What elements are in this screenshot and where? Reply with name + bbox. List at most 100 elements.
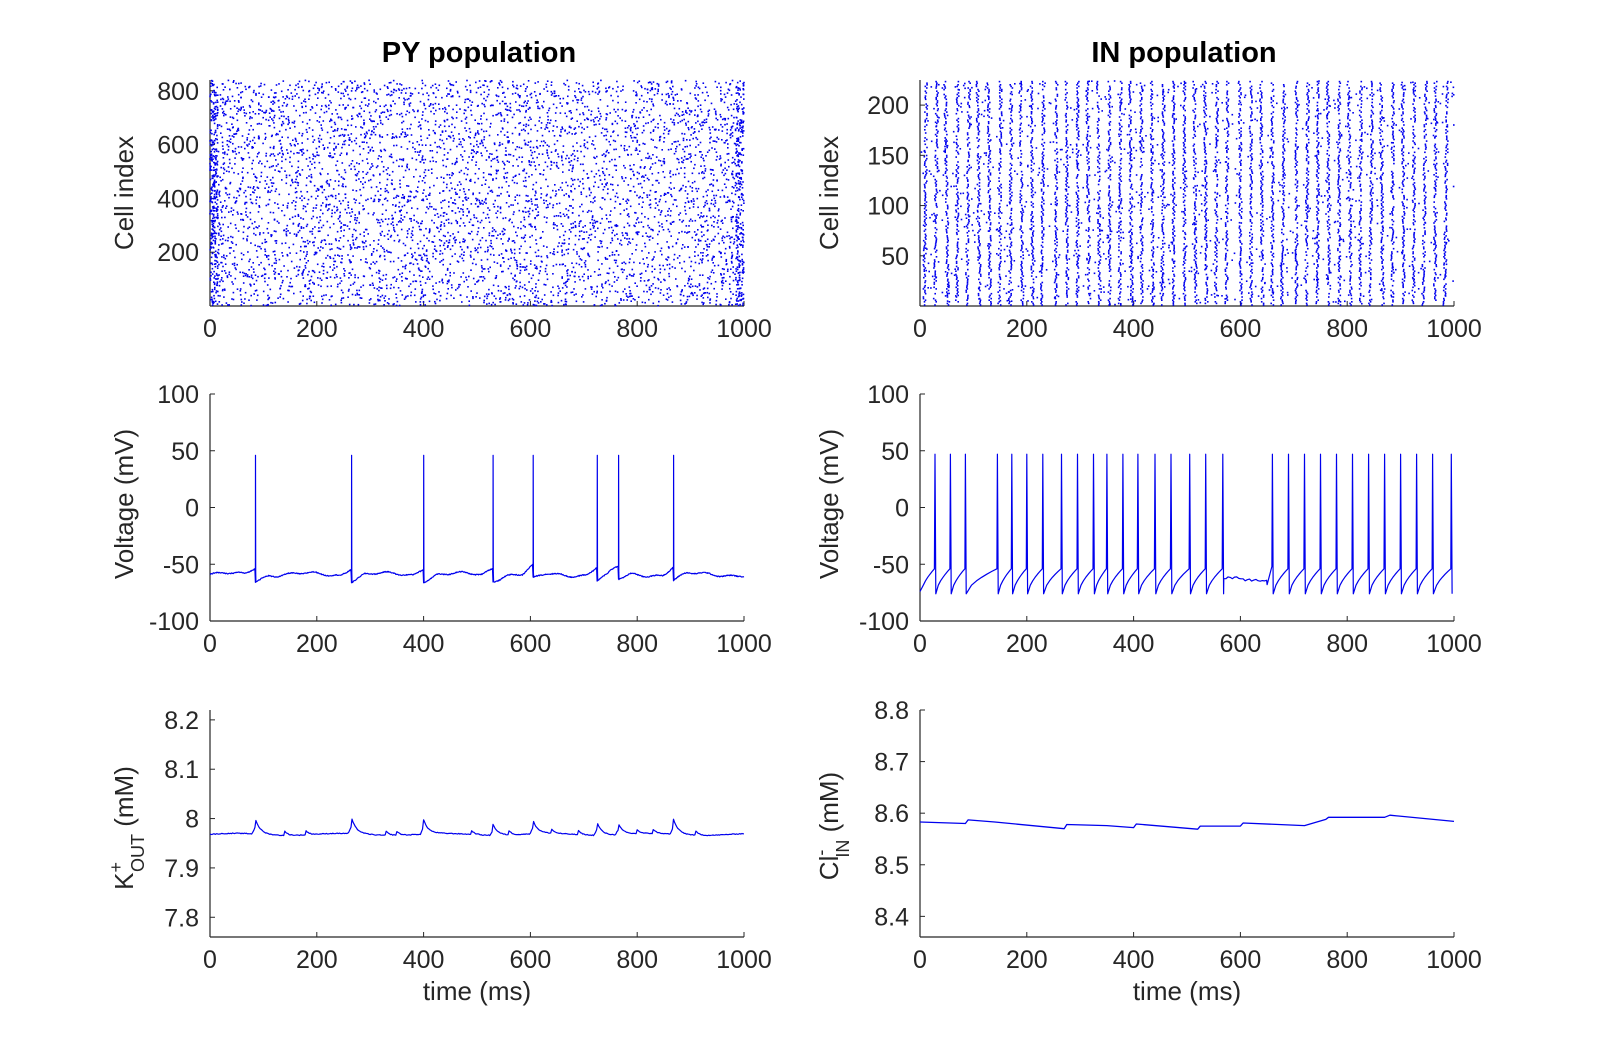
py-spike-point xyxy=(681,247,683,250)
py-spike-point xyxy=(260,275,263,277)
py-spike-point xyxy=(529,263,532,265)
py-spike-point xyxy=(724,167,726,170)
py-spike-point xyxy=(709,141,711,144)
py-spike-point xyxy=(642,258,644,260)
py-spike-point xyxy=(594,91,597,94)
py-spike-point xyxy=(518,95,520,97)
py-spike-point xyxy=(622,234,624,237)
py-spike-point xyxy=(226,100,229,102)
py-spike-point xyxy=(522,124,525,126)
py-spike-point xyxy=(677,158,680,161)
py-spike-point xyxy=(363,123,365,126)
py-spike-point xyxy=(506,294,509,296)
py-spike-point xyxy=(257,275,259,278)
py-spike-point xyxy=(433,208,435,210)
py-spike-point xyxy=(372,150,375,152)
py-spike-point xyxy=(608,87,610,89)
py-spike-point xyxy=(316,263,319,266)
py-spike-point xyxy=(525,211,527,213)
py-spike-point xyxy=(257,187,260,189)
py-spike-point xyxy=(454,162,457,164)
py-spike-point xyxy=(527,100,529,102)
py-spike-point xyxy=(289,143,292,145)
py-spike-point xyxy=(339,248,342,250)
py-spike-point xyxy=(663,192,666,195)
py-spike-point xyxy=(724,172,727,175)
py-spike-point xyxy=(638,203,640,205)
py-spike-point xyxy=(522,169,524,172)
py-spike-point xyxy=(723,174,725,177)
py-spike-point xyxy=(526,102,528,104)
py-spike-point xyxy=(272,211,275,214)
py-spike-point xyxy=(562,97,565,100)
py-spike-point xyxy=(697,254,699,257)
py-spike-point xyxy=(224,200,226,202)
py-spike-point xyxy=(475,217,478,219)
py-spike-point xyxy=(625,277,628,280)
py-spike-point xyxy=(690,134,692,136)
py-spike-point xyxy=(579,278,581,281)
py-spike-point xyxy=(579,163,582,166)
py-spike-point xyxy=(553,215,556,218)
py-spike-point xyxy=(483,130,485,133)
py-spike-point xyxy=(470,250,472,253)
py-spike-point xyxy=(218,284,221,287)
py-spike-point xyxy=(234,150,236,153)
py-spike-point xyxy=(545,126,548,128)
py-spike-point xyxy=(601,285,603,287)
py-spike-point xyxy=(657,277,659,280)
py-spike-point xyxy=(732,227,734,230)
py-spike-point xyxy=(550,90,553,93)
py-spike-point xyxy=(572,207,574,209)
py-spike-point xyxy=(411,234,414,236)
py-spike-point xyxy=(703,248,705,250)
py-spike-point xyxy=(375,92,378,94)
py-spike-point xyxy=(524,142,527,145)
py-spike-point xyxy=(570,231,572,233)
py-spike-point xyxy=(356,293,359,296)
py-spike-point xyxy=(535,145,538,148)
py-spike-point xyxy=(701,301,703,304)
py-spike-point xyxy=(267,258,270,261)
py-spike-point xyxy=(237,128,239,131)
py-spike-point xyxy=(285,105,288,107)
py-spike-point xyxy=(562,171,564,173)
py-spike-point xyxy=(229,108,232,110)
py-spike-point xyxy=(625,295,628,297)
py-spike-point xyxy=(338,216,341,218)
py-spike-point xyxy=(590,191,592,194)
py-spike-point xyxy=(518,122,520,125)
py-spike-point xyxy=(610,226,613,229)
py-spike-point xyxy=(632,90,635,92)
py-spike-point xyxy=(741,149,743,151)
py-spike-point xyxy=(219,223,221,226)
py-spike-point xyxy=(335,273,338,276)
py-spike-point xyxy=(492,178,494,180)
py-spike-point xyxy=(611,183,614,186)
py-spike-point xyxy=(318,88,321,90)
py-spike-point xyxy=(658,200,661,203)
py-spike-point xyxy=(652,302,655,305)
py-spike-point xyxy=(337,143,340,145)
py-spike-point xyxy=(330,295,333,298)
py-spike-point xyxy=(235,200,237,203)
py-spike-point xyxy=(280,123,283,126)
py-spike-point xyxy=(423,177,425,179)
py-spike-point xyxy=(259,196,261,199)
py-spike-point xyxy=(477,104,479,107)
py-spike-point xyxy=(423,102,425,105)
py-spike-point xyxy=(522,266,525,268)
py-spike-point xyxy=(221,304,223,306)
py-spike-point xyxy=(358,213,361,215)
py-spike-point xyxy=(264,138,266,140)
py-spike-point xyxy=(244,115,246,117)
py-spike-point xyxy=(242,275,245,277)
py-spike-point xyxy=(714,199,717,202)
py-spike-point xyxy=(588,93,591,96)
py-spike-point xyxy=(305,210,307,213)
py-spike-point xyxy=(222,167,225,169)
py-spike-point xyxy=(667,92,669,95)
py-spike-point xyxy=(537,214,540,216)
py-spike-point xyxy=(363,242,366,244)
py-spike-point xyxy=(306,223,309,226)
